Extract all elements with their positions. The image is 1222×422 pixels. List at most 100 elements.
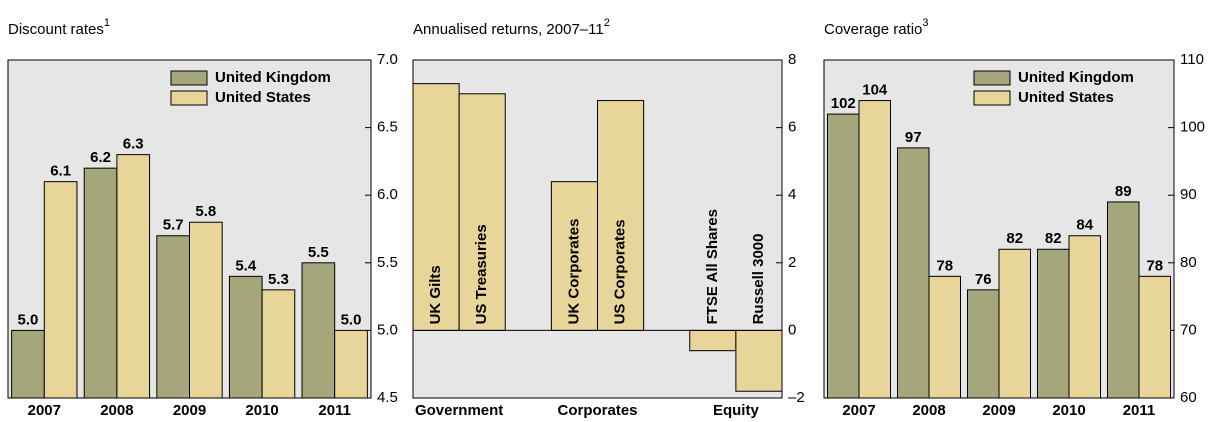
value-label: 78 [1146, 257, 1163, 274]
y-tick-label: 100 [1180, 119, 1205, 136]
y-tick-label: 7.0 [377, 51, 398, 68]
bar [928, 275, 961, 399]
x-tick-label: 2008 [912, 402, 945, 419]
bar [827, 113, 860, 399]
y-tick-label: 6 [788, 119, 796, 136]
value-label: 6.3 [123, 136, 144, 153]
legend-swatch [170, 70, 208, 86]
legend-label: United Kingdom [1018, 69, 1134, 86]
bar [116, 154, 151, 399]
y-tick-label: 5.0 [377, 321, 398, 338]
y-tick-label: 6.5 [377, 119, 398, 136]
x-tick-label: 2011 [1123, 402, 1156, 419]
x-tick-label: 2007 [842, 402, 875, 419]
title-text: Coverage ratio [824, 21, 922, 38]
value-label: 82 [1006, 230, 1023, 247]
group-label: Government [415, 402, 503, 419]
bar [228, 275, 263, 399]
y-tick-label: 60 [1180, 389, 1197, 406]
legend-label: United Kingdom [215, 69, 331, 86]
title-note: 3 [922, 17, 928, 29]
value-label: 102 [831, 95, 856, 112]
x-tick-label: 2007 [28, 402, 61, 419]
y-tick-label: 8 [788, 51, 796, 68]
y-tick-label: 5.5 [377, 254, 398, 271]
legend-swatch [973, 90, 1011, 106]
y-tick-label: 4.5 [377, 389, 398, 406]
title-text: Discount rates [8, 21, 104, 38]
title-text: Annualised returns, 2007–11 [413, 21, 604, 38]
chart-title: Coverage ratio3 [824, 17, 929, 38]
x-tick-label: 2009 [173, 402, 206, 419]
y-tick-label: 6.0 [377, 186, 398, 203]
legend-label: United States [1018, 89, 1114, 106]
y-tick-label: 80 [1180, 254, 1197, 271]
y-tick-label: 110 [1180, 51, 1204, 68]
bar [43, 181, 78, 399]
bar [189, 221, 223, 399]
value-label: 5.3 [268, 271, 289, 288]
bar [261, 289, 296, 399]
value-label: 5.7 [163, 217, 184, 234]
chart-title: Discount rates1 [8, 17, 110, 38]
legend-swatch [170, 90, 208, 106]
bar [334, 329, 368, 399]
value-label: 5.0 [341, 311, 362, 328]
value-label: 82 [1045, 230, 1062, 247]
bar [998, 248, 1031, 399]
bar-label: FTSE All Shares [704, 209, 721, 324]
value-label: 78 [936, 257, 953, 274]
bar [735, 329, 783, 392]
bar-label: UK Gilts [427, 265, 444, 324]
x-tick-label: 2010 [245, 402, 278, 419]
bar [550, 181, 598, 331]
bar [11, 329, 45, 399]
bar [1107, 201, 1140, 399]
x-tick-label: 2010 [1052, 402, 1085, 419]
value-label: 5.0 [18, 311, 39, 328]
legend-label: United States [215, 89, 311, 106]
value-label: 5.4 [235, 257, 257, 274]
y-tick-label: 90 [1180, 186, 1197, 203]
value-label: 97 [905, 129, 922, 146]
value-label: 5.8 [195, 203, 216, 220]
bar [967, 289, 1000, 399]
value-label: 6.2 [90, 149, 111, 166]
y-tick-label: –2 [788, 389, 805, 406]
x-tick-label: 2009 [982, 402, 1015, 419]
y-tick-label: 0 [788, 321, 796, 338]
y-tick-label: 4 [788, 186, 796, 203]
chart-title: Annualised returns, 2007–112 [413, 17, 610, 38]
x-tick-label: 2008 [100, 402, 133, 419]
bar-label: UK Corporates [565, 219, 582, 325]
plot-border [412, 59, 783, 399]
bar [689, 329, 737, 352]
title-note: 1 [104, 17, 110, 29]
bar [897, 147, 930, 399]
group-label: Corporates [557, 402, 637, 419]
bar [858, 100, 891, 399]
bar [1138, 275, 1171, 399]
bar-label: Russell 3000 [750, 233, 767, 324]
x-tick-label: 2011 [318, 402, 351, 419]
value-label: 84 [1076, 217, 1093, 234]
value-label: 5.5 [308, 244, 329, 261]
bar-label: US Corporates [612, 219, 629, 324]
bar [1037, 248, 1070, 399]
bar [1068, 235, 1101, 399]
group-label: Equity [713, 402, 759, 419]
y-tick-label: 70 [1180, 321, 1197, 338]
plot-border [823, 59, 1175, 399]
title-note: 2 [604, 17, 610, 29]
value-label: 76 [975, 271, 992, 288]
bar [156, 235, 190, 399]
value-label: 104 [862, 82, 888, 99]
bar-label: US Treasuries [473, 224, 490, 324]
y-tick-label: 2 [788, 254, 796, 271]
plot-border [7, 59, 372, 399]
value-label: 6.1 [50, 163, 71, 180]
bar [83, 167, 118, 399]
value-label: 89 [1115, 183, 1132, 200]
bar [458, 93, 506, 331]
